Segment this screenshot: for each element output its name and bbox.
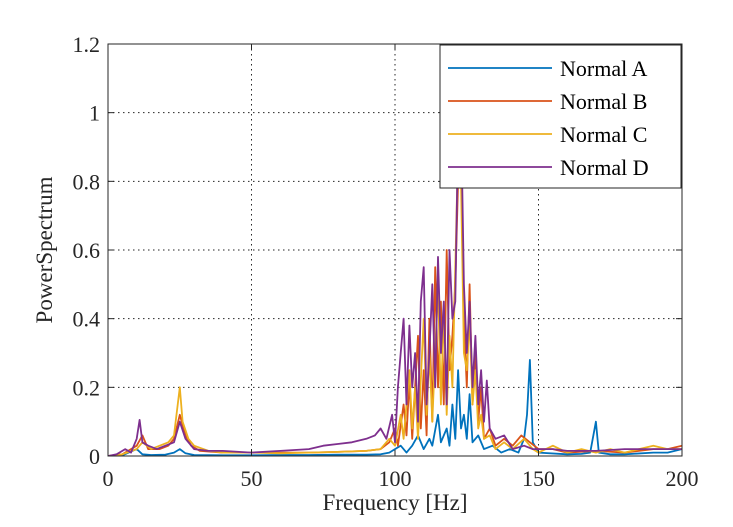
legend-label-4: Normal D <box>560 155 649 180</box>
x-tick-label: 50 <box>241 466 263 491</box>
y-tick-label: 0.8 <box>73 169 101 194</box>
y-tick-label: 1.2 <box>73 32 101 57</box>
legend-label-1: Normal A <box>560 56 647 81</box>
series-group <box>108 111 682 456</box>
grid-lines <box>108 44 682 456</box>
legend-label-2: Normal B <box>560 89 647 114</box>
y-tick-label: 0.4 <box>73 307 101 332</box>
y-axis-label: PowerSpectrum <box>32 176 57 323</box>
y-tick-label: 0.2 <box>73 375 101 400</box>
x-tick-label: 0 <box>103 466 114 491</box>
y-tick-label: 1 <box>89 101 100 126</box>
x-tick-label: 150 <box>522 466 555 491</box>
y-tick-label: 0.6 <box>73 238 101 263</box>
x-tick-label: 200 <box>666 466 699 491</box>
legend-label-3: Normal C <box>560 122 647 147</box>
x-tick-label: 100 <box>379 466 412 491</box>
y-tick-label: 0 <box>89 444 100 469</box>
x-axis-label: Frequency [Hz] <box>323 490 468 515</box>
series-line-1 <box>108 358 682 456</box>
series-line-4 <box>108 111 682 456</box>
legend: Normal A Normal B Normal C Normal D <box>439 44 682 189</box>
axis-tick-labels: 0 50 100 150 200 0 0.2 0.4 0.6 0.8 1 1.2 <box>73 32 699 491</box>
